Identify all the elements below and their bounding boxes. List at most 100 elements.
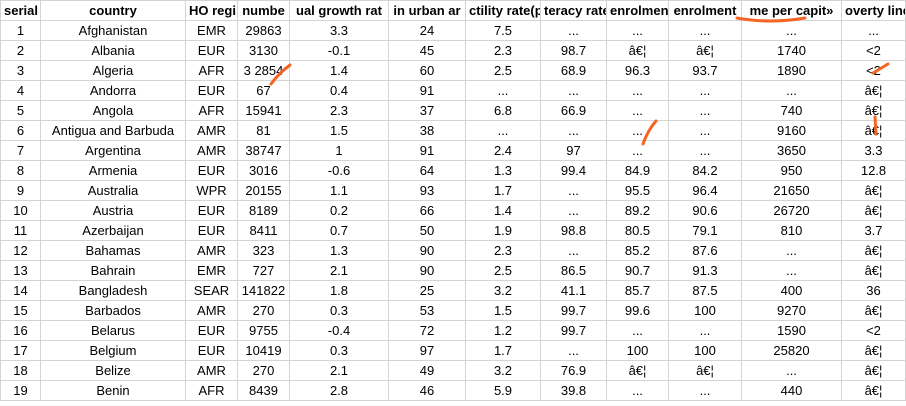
table-cell[interactable]: 3650 (741, 140, 842, 161)
table-cell[interactable]: 14 (0, 280, 41, 301)
table-cell[interactable]: 68.9 (540, 60, 607, 81)
table-cell[interactable]: 21650 (741, 180, 842, 201)
table-cell[interactable]: <2 (841, 60, 906, 81)
table-cell[interactable]: 2.8 (289, 380, 389, 401)
table-cell[interactable]: 12 (0, 240, 41, 261)
table-cell[interactable]: 25 (388, 280, 466, 301)
table-cell[interactable]: 8411 (237, 220, 290, 241)
table-cell[interactable]: Albania (40, 40, 186, 61)
table-cell[interactable]: ... (465, 80, 541, 101)
table-cell[interactable]: Australia (40, 180, 186, 201)
table-cell[interactable]: 99.6 (606, 300, 669, 321)
table-cell[interactable]: 79.1 (668, 220, 742, 241)
table-cell[interactable]: 18 (0, 360, 41, 381)
table-cell[interactable]: Angola (40, 100, 186, 121)
table-cell[interactable]: ... (606, 320, 669, 341)
table-cell[interactable]: 4 (0, 80, 41, 101)
table-cell[interactable]: ... (741, 80, 842, 101)
table-cell[interactable]: â€¦ (841, 260, 906, 281)
table-cell[interactable]: ... (540, 120, 607, 141)
table-cell[interactable]: 60 (388, 60, 466, 81)
table-cell[interactable]: 26720 (741, 200, 842, 221)
table-cell[interactable]: 0.7 (289, 220, 389, 241)
table-cell[interactable]: 38747 (237, 140, 290, 161)
table-cell[interactable]: 49 (388, 360, 466, 381)
column-header[interactable]: country (40, 0, 186, 21)
table-cell[interactable]: 3.3 (289, 20, 389, 41)
table-cell[interactable]: 8189 (237, 200, 290, 221)
table-cell[interactable]: 95.5 (606, 180, 669, 201)
table-cell[interactable]: 96.3 (606, 60, 669, 81)
table-cell[interactable]: 3 2854 (237, 60, 290, 81)
column-header[interactable]: overty line(% v (841, 0, 906, 21)
table-cell[interactable]: 87.5 (668, 280, 742, 301)
column-header[interactable]: in urban ar (388, 0, 466, 21)
table-cell[interactable]: 38 (388, 120, 466, 141)
table-cell[interactable]: 1.1 (289, 180, 389, 201)
table-cell[interactable]: â€¦ (841, 380, 906, 401)
table-cell[interactable]: Argentina (40, 140, 186, 161)
table-cell[interactable]: 7.5 (465, 20, 541, 41)
table-cell[interactable]: 16 (0, 320, 41, 341)
table-cell[interactable]: AMR (185, 240, 238, 261)
table-cell[interactable]: 2.5 (465, 60, 541, 81)
table-cell[interactable]: 3.2 (465, 360, 541, 381)
table-cell[interactable]: 727 (237, 260, 290, 281)
table-cell[interactable]: 99.7 (540, 300, 607, 321)
table-cell[interactable]: EUR (185, 200, 238, 221)
table-cell[interactable]: 10419 (237, 340, 290, 361)
table-cell[interactable]: 41.1 (540, 280, 607, 301)
table-cell[interactable]: 64 (388, 160, 466, 181)
table-cell[interactable]: 9270 (741, 300, 842, 321)
table-cell[interactable]: â€¦ (668, 40, 742, 61)
table-cell[interactable]: Afghanistan (40, 20, 186, 41)
table-cell[interactable]: ... (540, 240, 607, 261)
table-cell[interactable]: 99.4 (540, 160, 607, 181)
table-cell[interactable]: Armenia (40, 160, 186, 181)
table-cell[interactable]: 100 (668, 300, 742, 321)
table-cell[interactable]: 19 (0, 380, 41, 401)
table-cell[interactable]: -0.4 (289, 320, 389, 341)
table-cell[interactable]: 67 (237, 80, 290, 101)
table-cell[interactable]: 53 (388, 300, 466, 321)
table-cell[interactable]: 810 (741, 220, 842, 241)
table-cell[interactable]: â€¦ (841, 300, 906, 321)
table-cell[interactable]: 29863 (237, 20, 290, 41)
table-cell[interactable]: 91.3 (668, 260, 742, 281)
table-cell[interactable]: 740 (741, 100, 842, 121)
table-cell[interactable]: 3.7 (841, 220, 906, 241)
table-cell[interactable]: 3130 (237, 40, 290, 61)
table-cell[interactable]: ... (741, 240, 842, 261)
table-cell[interactable]: 99.7 (540, 320, 607, 341)
table-cell[interactable]: Benin (40, 380, 186, 401)
table-cell[interactable]: ... (606, 80, 669, 101)
table-cell[interactable]: â€¦ (841, 360, 906, 381)
table-cell[interactable]: SEAR (185, 280, 238, 301)
table-cell[interactable]: Antigua and Barbuda (40, 120, 186, 141)
table-cell[interactable]: 100 (668, 340, 742, 361)
table-cell[interactable]: 1.5 (289, 120, 389, 141)
table-cell[interactable]: 36 (841, 280, 906, 301)
table-cell[interactable]: ... (540, 20, 607, 41)
table-cell[interactable]: â€¦ (606, 40, 669, 61)
table-cell[interactable]: ... (668, 380, 742, 401)
table-cell[interactable]: WPR (185, 180, 238, 201)
table-cell[interactable]: 3.2 (465, 280, 541, 301)
table-cell[interactable]: ... (741, 360, 842, 381)
table-cell[interactable]: 15 (0, 300, 41, 321)
table-cell[interactable]: 2.3 (289, 100, 389, 121)
table-cell[interactable]: AFR (185, 100, 238, 121)
table-cell[interactable]: 8439 (237, 380, 290, 401)
table-cell[interactable]: 3.3 (841, 140, 906, 161)
table-cell[interactable]: EMR (185, 260, 238, 281)
column-header[interactable]: me per capit» (741, 0, 842, 21)
table-cell[interactable]: 2.4 (465, 140, 541, 161)
table-cell[interactable]: EUR (185, 340, 238, 361)
table-cell[interactable]: 10 (0, 200, 41, 221)
table-cell[interactable]: 46 (388, 380, 466, 401)
table-cell[interactable]: 0.3 (289, 340, 389, 361)
table-cell[interactable]: 2.3 (465, 40, 541, 61)
table-cell[interactable]: â€¦ (841, 100, 906, 121)
table-cell[interactable]: ... (741, 260, 842, 281)
table-cell[interactable]: 93.7 (668, 60, 742, 81)
